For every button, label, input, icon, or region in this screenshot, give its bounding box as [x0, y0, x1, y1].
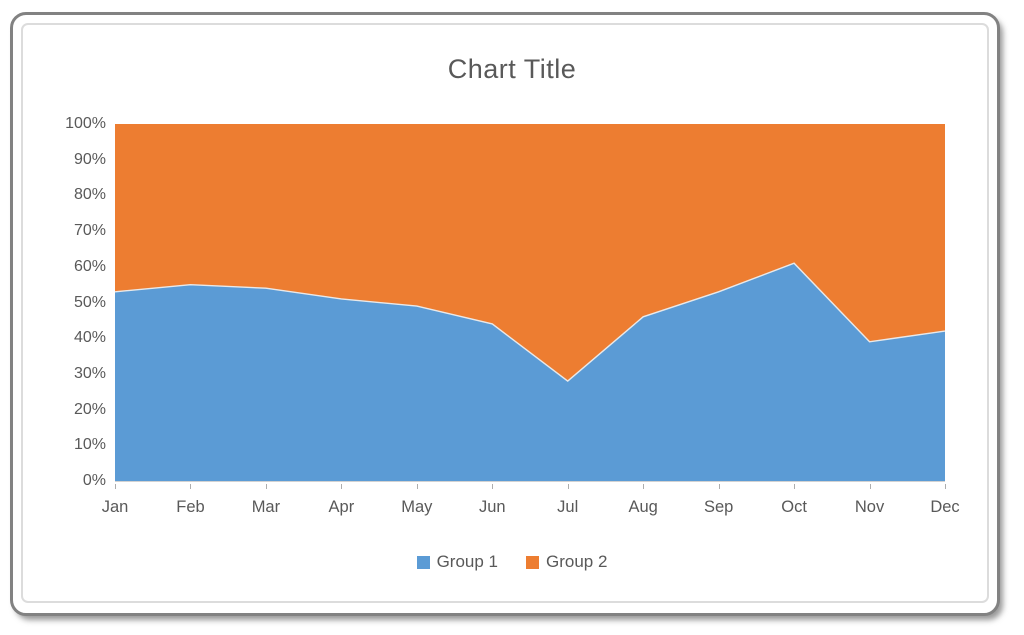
- legend-item-group-2[interactable]: Group 2: [526, 552, 607, 572]
- legend: Group 1 Group 2: [0, 552, 1024, 572]
- series-area-group-2[interactable]: [115, 124, 945, 382]
- series-area-group-1[interactable]: [115, 263, 945, 481]
- legend-label: Group 2: [546, 552, 608, 571]
- legend-swatch-icon: [416, 555, 430, 569]
- legend-swatch-icon: [526, 555, 539, 569]
- legend-item-group-1[interactable]: Group 1: [416, 552, 498, 572]
- plot-area[interactable]: [115, 124, 945, 481]
- series-boundary-line: [115, 262, 945, 382]
- legend-label: Group 1: [436, 552, 498, 571]
- chart-title[interactable]: Chart Title: [447, 54, 577, 84]
